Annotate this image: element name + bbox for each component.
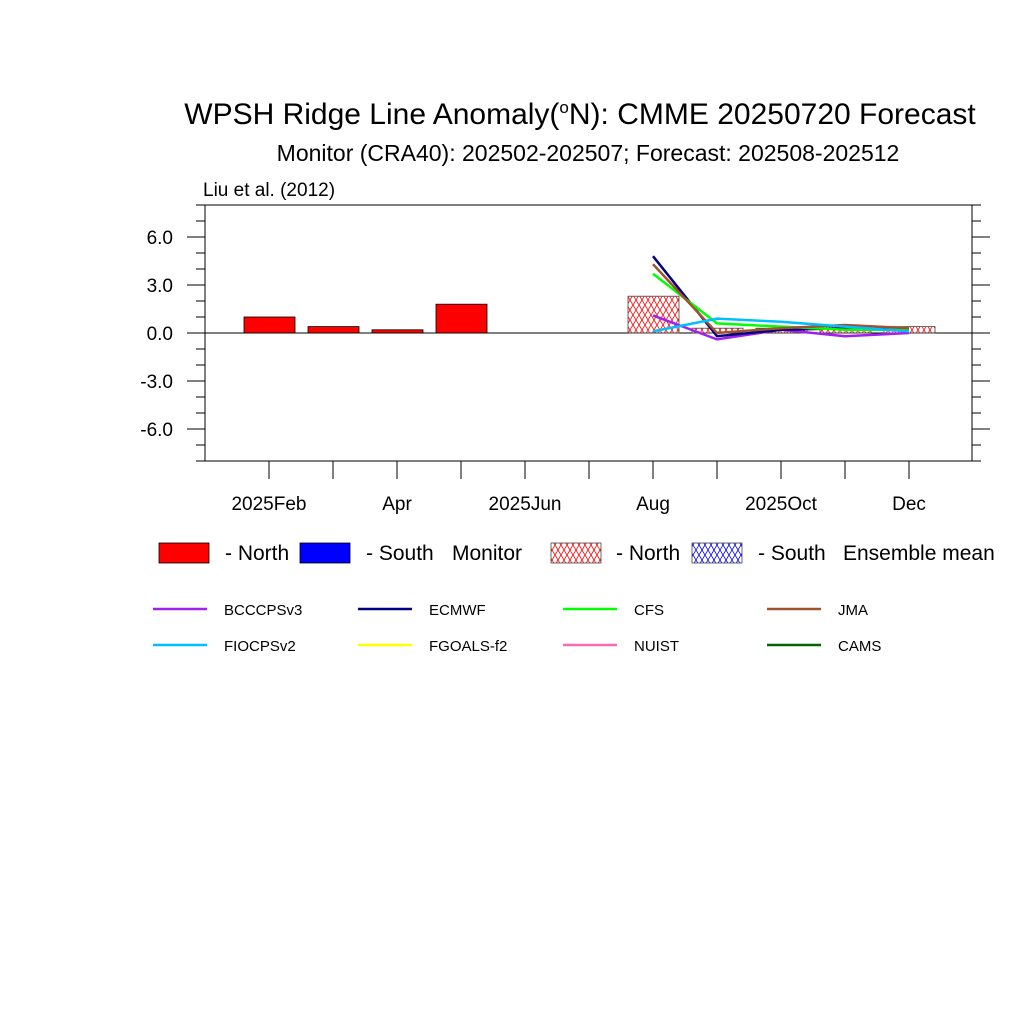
legend-series-label: BCCCPSv3 [224,602,302,619]
legend: - North - South Monitor - North - South Ensem… [153,542,995,655]
legend-monitor-label: Monitor [452,542,522,565]
monitor-bar [243,316,296,334]
legend-series-label: FGOALS-f2 [429,638,507,655]
legend-series-label: NUIST [634,638,679,655]
x-tick-label: Dec [892,494,926,515]
legend-ensemble-south-swatch [691,542,743,564]
reference-label: Liu et al. (2012) [203,180,336,201]
legend-monitor-north-swatch [158,542,210,564]
monitor-bar [435,303,488,334]
x-tick-label: 2025Oct [745,494,818,515]
x-tick-label: Apr [382,494,412,515]
legend-series-label: ECMWF [429,602,486,619]
chart-title: WPSH Ridge Line Anomaly(oN): CMME 202507… [0,98,1024,132]
chart-title-suffix: N): CMME 20250720 Forecast [568,98,976,131]
y-tick-label: -3.0 [140,372,173,393]
chart-subtitle: Monitor (CRA40): 202502-202507; Forecast… [276,140,900,166]
x-tick-label: 2025Feb [231,494,306,515]
monitor-bar [371,329,424,334]
y-tick-label: 3.0 [147,276,173,297]
y-tick-label: -6.0 [140,420,173,441]
plot-area: 6.0 3.0 0.0 -3.0 -6.0 2025Feb Apr 2025Jun Aug 202… [140,204,990,515]
legend-ensemble-label: Ensemble mean [843,542,995,565]
legend-ensemble-north-swatch [550,542,602,564]
series-line-jma [652,263,910,335]
legend-series-label: CFS [634,602,664,619]
monitor-bar [307,326,360,334]
y-tick-label: 6.0 [147,228,173,249]
legend-ensemble-south-label: - South [758,542,826,565]
legend-series-label: FIOCPSv2 [224,638,296,655]
chart-title-prefix: WPSH Ridge Line Anomaly( [184,98,560,131]
x-tick-label: 2025Jun [489,494,562,515]
legend-ensemble-north-label: - North [616,542,680,565]
legend-series-label: JMA [838,602,868,619]
x-tick-label: Aug [636,494,670,515]
y-tick-label: 0.0 [147,324,173,345]
legend-series-label: CAMS [838,638,881,655]
legend-monitor-south-swatch [299,542,351,564]
series-line-cfs [652,272,909,332]
legend-monitor-north-label: - North [225,542,289,565]
chart-title-degree: o [559,98,569,117]
legend-monitor-south-label: - South [366,542,434,565]
series-line-fiocpsv2 [652,317,910,333]
